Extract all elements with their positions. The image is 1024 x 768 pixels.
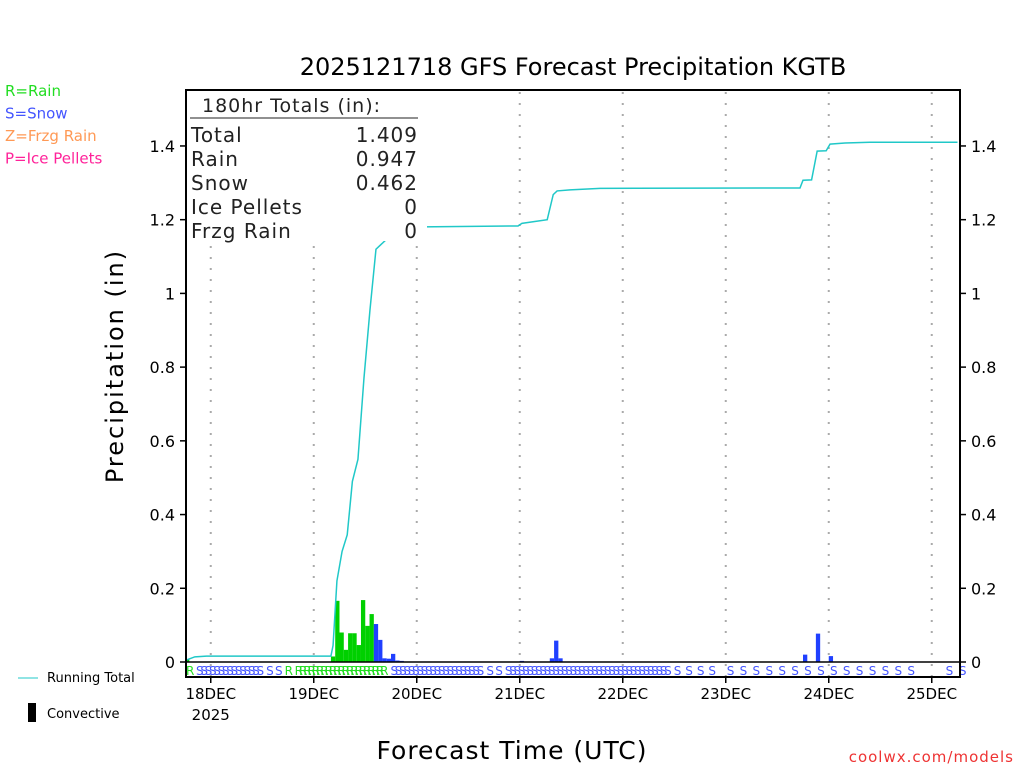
rain-bar [185,659,190,662]
totals-row-value: 0 [404,219,418,243]
snow-bar [373,624,379,662]
x-tick-label: 25DEC [906,685,957,703]
rain-bar [339,632,344,662]
snow-bar [378,639,383,662]
y-axis-label: Precipitation (in) [101,249,129,483]
x-tick-label: 22DEC [597,685,648,703]
convective-legend-swatch [28,703,36,722]
snow-bar [803,654,808,662]
precip-type-run: R [186,664,194,678]
y-tick-label-left: 0.4 [150,506,175,525]
totals-row-label: Snow [191,171,249,195]
y-tick-label-right: 1.4 [971,137,996,156]
axes: 18DEC 2025 19DEC 20DEC 21DEC 22DEC 23DEC 24DEC 2… [150,137,997,724]
x-tick-label: 21DEC [494,685,545,703]
x-tick-label: 23DEC [700,685,751,703]
bars [185,600,834,662]
totals-row-value: 0.947 [356,147,418,171]
type-legend-item: Z=Frzg Rain [5,127,97,145]
y-tick-label-left: 1.2 [150,211,175,230]
x-axis-label: Forecast Time (UTC) [377,736,648,765]
totals-row-label: Rain [191,147,239,171]
credit-text: coolwx.com/models [849,748,1014,766]
plot-frame [185,89,961,678]
type-legend-item: S=Snow [5,105,68,123]
totals-heading: 180hr Totals (in): [202,95,381,117]
x-tick-label: 18DEC [185,685,236,703]
y-tick-label-right: 1.2 [971,211,996,230]
totals-row-label: Ice Pellets [191,195,303,219]
running-total-legend-label: Running Total [47,671,135,686]
totals-row-value: 1.409 [356,123,418,147]
totals-box: 180hr Totals (in): Total 1.409 Rain 0.947 Sno… [187,91,427,243]
y-tick-label-right: 0.8 [971,358,996,377]
rain-bar [369,614,374,662]
precip-type-run: SSSSSSSSSSSSSSSSSSSSSSSSSSSSSSSSSSSSSS [505,664,672,678]
type-legend-item: P=Ice Pellets [5,150,102,168]
snow-bar [382,658,387,662]
rain-bar [352,633,357,662]
x-tick-label: 19DEC [288,685,339,703]
y-tick-label-left: 0 [165,653,175,672]
convective-legend-label: Convective [47,707,120,722]
precip-type-run: SS [486,664,503,678]
snow-bar [828,656,834,662]
precip-type-run: SSSSSSSSSSSSSSSSSSSSS [391,664,485,678]
rain-bar [365,625,370,662]
precip-type-run: SSSSSSSSSSSSSSS [727,664,915,678]
rain-bar [343,649,349,662]
totals-row-label: Total [190,123,243,147]
running-total-polyline [185,141,958,661]
rain-bar [360,600,366,662]
snow-bar [386,658,391,662]
precip-type-run: SS [946,664,967,678]
snow-bar [815,633,821,662]
totals-background [187,91,427,241]
y-tick-label-left: 0.2 [150,579,175,598]
snow-bar [554,640,559,662]
precip-type-run: RRRRRRRRRRRRRRRRRRRRR [295,664,389,678]
precip-type-run: SSSS [674,664,716,678]
snow-bar [558,658,563,662]
x-tick-sublabel: 2025 [192,706,230,724]
chart-title: 2025121718 GFS Forecast Precipitation KG… [300,53,847,81]
y-tick-label-right: 0.6 [971,432,996,451]
running-total-line [185,141,958,661]
snow-bar [549,658,555,662]
precip-type-run: SS [266,664,283,678]
y-tick-label-right: 0 [971,653,981,672]
y-tick-label-left: 0.6 [150,432,175,451]
y-tick-label-left: 1.4 [150,137,175,156]
y-tick-label-left: 1 [165,284,175,303]
totals-row-value: 0.462 [356,171,418,195]
y-tick-label-left: 0.8 [150,358,175,377]
precip-type-run: R [285,664,293,678]
rain-bar [348,633,353,662]
totals-row-label: Frzg Rain [191,219,292,243]
y-tick-label-right: 1 [971,284,981,303]
y-tick-label-right: 0.2 [971,579,996,598]
x-tick-label: 24DEC [803,685,854,703]
rain-bar [330,656,336,662]
totals-row-value: 0 [404,195,418,219]
precip-type-legend: R=Rain S=Snow Z=Frzg Rain P=Ice Pellets [5,82,102,168]
type-legend-item: R=Rain [5,82,61,100]
snow-bar [391,653,396,662]
precip-type-row: R SSSSSSSSSSSSSSS SS R RRRRRRRRRRRRRRRRRRRRR… [186,664,967,678]
precip-type-run: SSSSSSSSSSSSSSS [196,664,264,678]
x-tick-label: 20DEC [391,685,442,703]
y-tick-label-right: 0.4 [971,506,996,525]
rain-bar [335,600,340,662]
rain-bar [356,645,361,662]
